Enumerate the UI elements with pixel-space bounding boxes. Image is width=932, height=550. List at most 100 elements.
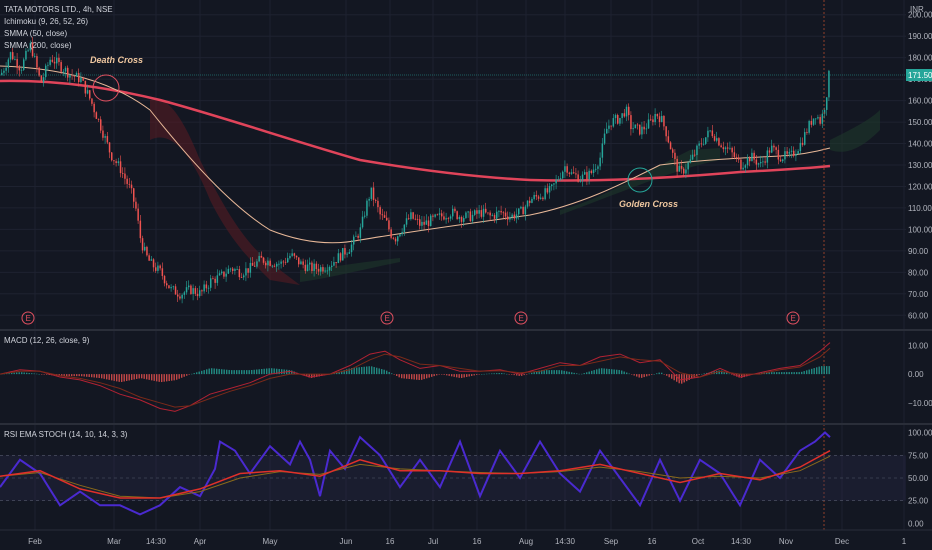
stoch-line	[0, 431, 831, 516]
symbol-title[interactable]: TATA MOTORS LTD., 4h, NSE	[4, 5, 113, 14]
macd-histogram-bar	[541, 370, 543, 375]
candle-body	[617, 115, 619, 124]
candle-body	[56, 57, 58, 64]
candle-body	[392, 237, 395, 239]
macd-histogram-bar	[266, 368, 268, 375]
macd-histogram-bar	[191, 373, 193, 375]
macd-histogram-bar	[201, 370, 203, 375]
macd-histogram-bar	[208, 368, 210, 375]
macd-histogram-bar	[3, 373, 5, 375]
candle-body	[793, 150, 795, 156]
macd-histogram-bar	[386, 370, 388, 375]
macd-histogram-bar	[828, 366, 830, 375]
candle-body	[496, 211, 498, 219]
candle-body	[419, 219, 421, 226]
candle-body	[390, 229, 392, 238]
macd-histogram-bar	[516, 374, 518, 376]
candle-body	[740, 159, 742, 170]
macd-histogram-bar	[493, 373, 495, 375]
candle-body	[553, 183, 555, 185]
rsi-tick-label: 25.00	[908, 497, 929, 506]
earnings-markers[interactable]: E E E E	[21, 311, 800, 325]
macd-histogram-bar	[378, 368, 380, 375]
macd-histogram-bar	[231, 370, 233, 375]
macd-histogram-bar	[818, 366, 820, 375]
indicator-ichimoku-label[interactable]: Ichimoku (9, 26, 52, 26)	[4, 17, 88, 26]
candle-body	[777, 149, 780, 160]
macd-histogram-bar	[528, 373, 530, 375]
macd-histogram-bar	[598, 368, 600, 375]
candle-body	[36, 56, 38, 68]
macd-histogram-bar	[486, 373, 488, 375]
time-tick-label: 16	[473, 537, 482, 546]
svg-text:E: E	[26, 314, 31, 323]
candle-body	[678, 166, 681, 172]
candle-body	[760, 162, 762, 164]
macd-histogram-bar	[501, 373, 503, 375]
macd-histogram-bar	[431, 374, 433, 377]
macd-histogram-bar	[623, 371, 625, 375]
time-tick-label: Jun	[340, 537, 353, 546]
macd-histogram-bar	[656, 373, 658, 375]
candle-body	[322, 267, 324, 272]
macd-histogram-bar	[436, 374, 438, 376]
macd-histogram-bar	[446, 374, 448, 376]
candle-body	[700, 143, 703, 145]
candle-body	[414, 218, 417, 220]
earnings-marker[interactable]: E	[21, 311, 35, 325]
candle-body	[84, 80, 87, 94]
ichimoku-cloud	[150, 99, 880, 285]
macd-histogram-bar	[48, 374, 50, 375]
time-axis[interactable]: Feb Mar 14:30 Apr May Jun 16 Jul 16 Aug 14:30 Sep 16…	[28, 537, 907, 546]
macd-histogram-bar	[96, 374, 98, 378]
candle-body	[335, 262, 337, 264]
price-tick-label: 100.00	[908, 225, 932, 234]
rsi-title[interactable]: RSI EMA STOCH (14, 10, 14, 3, 3)	[4, 430, 128, 439]
time-tick-label: 14:30	[555, 537, 576, 546]
macd-histogram-bar	[253, 369, 255, 375]
candle-body	[425, 220, 428, 225]
macd-histogram-bar	[726, 372, 728, 375]
macd-histogram-bar	[476, 374, 478, 375]
macd-histogram-bar	[566, 371, 568, 375]
candle-body	[205, 284, 208, 289]
earnings-marker[interactable]: E	[514, 311, 528, 325]
grid-lines	[0, 0, 906, 530]
macd-axis: 10.00 0.00 −10.00	[908, 341, 932, 407]
macd-histogram-bar	[273, 368, 275, 375]
candle-body	[174, 286, 177, 295]
candle-body	[749, 157, 751, 162]
indicator-smma200-label[interactable]: SMMA (200, close)	[4, 41, 72, 50]
candle-body	[511, 214, 513, 218]
earnings-marker[interactable]: E	[786, 311, 800, 325]
candle-body	[269, 260, 271, 266]
candle-body	[344, 248, 346, 255]
candle-body	[148, 255, 150, 261]
candle-body	[665, 126, 667, 137]
candle-body	[544, 188, 546, 200]
macd-histogram-bar	[613, 369, 615, 375]
macd-histogram-bar	[621, 370, 623, 375]
candle-body	[612, 118, 615, 127]
macd-title[interactable]: MACD (12, 26, close, 9)	[4, 336, 90, 345]
earnings-marker[interactable]: E	[380, 311, 394, 325]
macd-histogram-bar	[361, 367, 363, 375]
macd-histogram-bar	[106, 374, 108, 380]
macd-histogram-bar	[438, 374, 440, 375]
time-tick-label: Apr	[194, 537, 207, 546]
price-axis[interactable]: 200.00190.00180.00170.00160.00150.00140.…	[908, 11, 932, 321]
candle-body	[520, 206, 522, 209]
candle-body	[311, 262, 313, 271]
candle-body	[731, 147, 733, 153]
macd-histogram-bar	[268, 368, 270, 375]
candle-body	[564, 166, 566, 172]
macd-tick-label: 0.00	[908, 370, 924, 379]
indicator-smma50-label[interactable]: SMMA (50, close)	[4, 29, 67, 38]
candle-body	[652, 119, 654, 123]
macd-histogram-bar	[768, 372, 770, 375]
macd-histogram-bar	[166, 374, 168, 382]
macd-histogram-bar	[773, 372, 775, 375]
macd-histogram-bar	[636, 374, 638, 377]
candle-body	[331, 265, 333, 267]
